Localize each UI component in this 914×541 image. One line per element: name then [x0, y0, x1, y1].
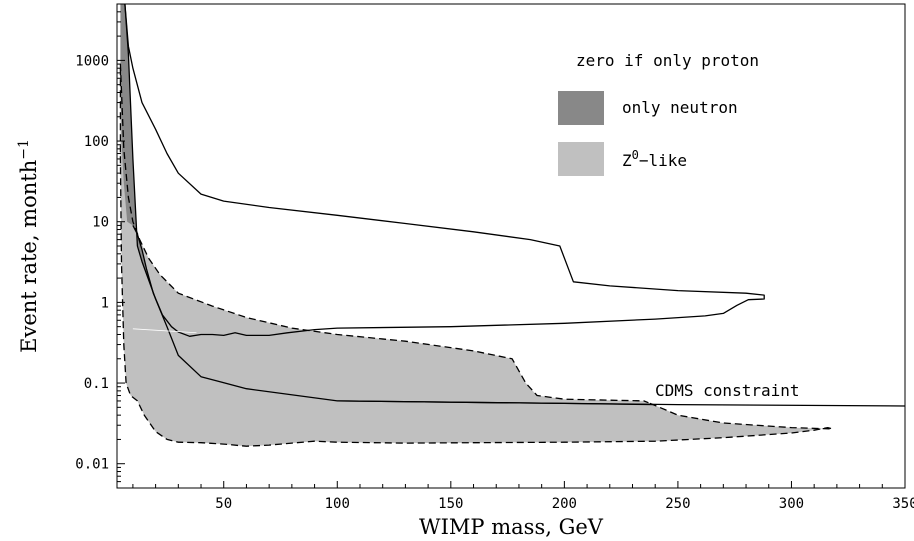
x-tick-label: 350: [892, 496, 914, 512]
x-tick-label: 300: [779, 496, 804, 512]
legend-z-letter: Z: [622, 151, 632, 170]
z0-lower-boundary-curve: [119, 68, 833, 447]
cdms-constraint-label: CDMS constraint: [655, 381, 800, 400]
y-tick-label: 0.01: [75, 457, 109, 473]
y-tick-label: 100: [84, 134, 109, 150]
only-neutron-region: [120, 4, 167, 327]
y-axis-ticks: 0.01 0.1 1 10 100 1000: [75, 11, 125, 483]
y-axis-label-main: Event rate, month: [17, 160, 41, 353]
x-axis-ticks: 50 100 150 200 250 300 350: [132, 481, 914, 512]
x-tick-label: 100: [325, 496, 350, 512]
cdms-constraint-line: [337, 400, 906, 407]
plot-regions: [120, 4, 833, 447]
dashed-boundary-curve: [119, 64, 649, 404]
y-tick-label: 10: [92, 215, 109, 231]
legend-swatch-z0-like: [558, 142, 604, 176]
legend-z-rest: −like: [639, 151, 687, 170]
legend-swatch-only-neutron: [558, 91, 604, 125]
x-axis-label: WIMP mass, GeV: [419, 515, 604, 539]
x-tick-label: 50: [215, 496, 232, 512]
plot-lines: [119, 3, 906, 447]
solid-boundary-curve: [124, 3, 765, 337]
legend-label-only-neutron: only neutron: [622, 98, 738, 117]
y-axis-label: Event rate, month−1: [16, 139, 41, 353]
legend-z-superscript: 0: [632, 148, 639, 162]
y-tick-label: 0.1: [84, 376, 109, 392]
y-tick-label: 1000: [75, 53, 109, 69]
x-tick-label: 200: [552, 496, 577, 512]
z0-like-region: [120, 64, 833, 447]
legend-header: zero if only proton: [576, 51, 759, 70]
y-axis-label-superscript: −1: [16, 139, 32, 160]
x-tick-label: 250: [665, 496, 690, 512]
y-tick-label: 1: [101, 295, 109, 311]
legend: zero if only proton only neutron Z0−like: [558, 51, 759, 176]
legend-label-z0-like: Z0−like: [622, 148, 687, 170]
x-tick-label: 150: [438, 496, 463, 512]
region-highlight-line: [132, 328, 197, 334]
